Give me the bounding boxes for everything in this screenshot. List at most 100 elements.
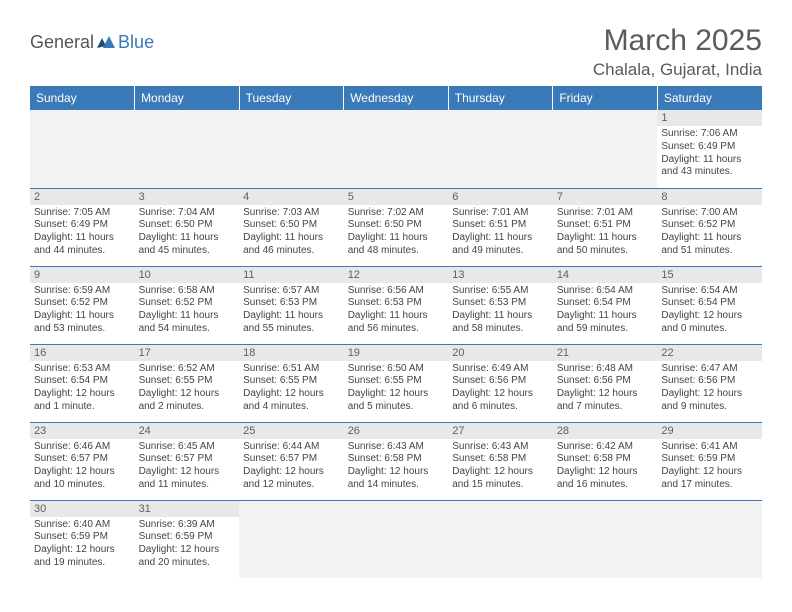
daylight-text: Daylight: 11 hours [661,154,758,167]
sunrise-text: Sunrise: 7:05 AM [34,207,131,220]
sunset-text: Sunset: 6:55 PM [243,375,340,388]
daylight-text: and 17 minutes. [661,479,758,492]
day-number: 9 [30,267,135,283]
sunset-text: Sunset: 6:52 PM [139,297,236,310]
calendar-cell-empty [30,110,135,188]
calendar-cell: 4Sunrise: 7:03 AMSunset: 6:50 PMDaylight… [239,188,344,266]
daylight-text: Daylight: 11 hours [243,232,340,245]
calendar-cell-empty [135,110,240,188]
sunset-text: Sunset: 6:50 PM [139,219,236,232]
daylight-text: Daylight: 12 hours [34,466,131,479]
daylight-text: and 7 minutes. [557,401,654,414]
daylight-text: and 51 minutes. [661,245,758,258]
calendar-cell-empty [553,110,658,188]
daylight-text: Daylight: 12 hours [348,388,445,401]
daylight-text: and 59 minutes. [557,323,654,336]
sunset-text: Sunset: 6:53 PM [348,297,445,310]
sunset-text: Sunset: 6:55 PM [139,375,236,388]
daylight-text: and 9 minutes. [661,401,758,414]
sunrise-text: Sunrise: 6:58 AM [139,285,236,298]
calendar-cell: 18Sunrise: 6:51 AMSunset: 6:55 PMDayligh… [239,344,344,422]
sunset-text: Sunset: 6:59 PM [661,453,758,466]
calendar-cell: 7Sunrise: 7:01 AMSunset: 6:51 PMDaylight… [553,188,658,266]
sunrise-text: Sunrise: 7:06 AM [661,128,758,141]
sunrise-text: Sunrise: 6:54 AM [661,285,758,298]
sunset-text: Sunset: 6:58 PM [557,453,654,466]
daylight-text: Daylight: 11 hours [243,310,340,323]
sunrise-text: Sunrise: 7:01 AM [557,207,654,220]
sunset-text: Sunset: 6:54 PM [34,375,131,388]
calendar-cell-empty [448,110,553,188]
calendar-cell: 10Sunrise: 6:58 AMSunset: 6:52 PMDayligh… [135,266,240,344]
sunrise-text: Sunrise: 6:55 AM [452,285,549,298]
brand-logo: General Blue [30,32,154,53]
page-header: General Blue March 2025 Chalala, Gujarat… [30,24,762,80]
location-subtitle: Chalala, Gujarat, India [593,60,762,80]
calendar-cell: 30Sunrise: 6:40 AMSunset: 6:59 PMDayligh… [30,500,135,578]
day-number: 28 [553,423,658,439]
daylight-text: Daylight: 11 hours [348,310,445,323]
sunset-text: Sunset: 6:52 PM [34,297,131,310]
day-number: 2 [30,189,135,205]
daylight-text: Daylight: 12 hours [557,466,654,479]
daylight-text: and 2 minutes. [139,401,236,414]
sunrise-text: Sunrise: 6:45 AM [139,441,236,454]
daylight-text: and 14 minutes. [348,479,445,492]
daylight-text: Daylight: 12 hours [452,466,549,479]
day-number: 11 [239,267,344,283]
calendar-row: 23Sunrise: 6:46 AMSunset: 6:57 PMDayligh… [30,422,762,500]
sunrise-text: Sunrise: 7:01 AM [452,207,549,220]
calendar-cell-empty [553,500,658,578]
calendar-cell: 27 Sunrise: 6:43 AMSunset: 6:58 PMDayligh… [448,422,553,500]
day-number: 14 [553,267,658,283]
sunset-text: Sunset: 6:57 PM [243,453,340,466]
sunset-text: Sunset: 6:56 PM [661,375,758,388]
sunrise-text: Sunrise: 6:43 AM [348,441,445,454]
calendar-cell: 8Sunrise: 7:00 AMSunset: 6:52 PMDaylight… [657,188,762,266]
day-number: 27 [448,423,553,439]
sunrise-text: Sunrise: 6:43 AM [452,441,549,454]
sunset-text: Sunset: 6:58 PM [452,453,549,466]
day-number: 10 [135,267,240,283]
daylight-text: and 19 minutes. [34,557,131,570]
day-number: 20 [448,345,553,361]
daylight-text: Daylight: 12 hours [348,466,445,479]
sunset-text: Sunset: 6:59 PM [139,531,236,544]
sunset-text: Sunset: 6:52 PM [661,219,758,232]
calendar-cell: 23Sunrise: 6:46 AMSunset: 6:57 PMDayligh… [30,422,135,500]
sunrise-text: Sunrise: 6:49 AM [452,363,549,376]
calendar-cell: 22Sunrise: 6:47 AMSunset: 6:56 PMDayligh… [657,344,762,422]
calendar-cell: 15Sunrise: 6:54 AMSunset: 6:54 PMDayligh… [657,266,762,344]
sunrise-text: Sunrise: 6:59 AM [34,285,131,298]
daylight-text: and 0 minutes. [661,323,758,336]
daylight-text: Daylight: 11 hours [452,310,549,323]
calendar-cell: 13Sunrise: 6:55 AMSunset: 6:53 PMDayligh… [448,266,553,344]
day-header-tue: Tuesday [239,86,344,110]
sunrise-text: Sunrise: 6:53 AM [34,363,131,376]
day-header-sat: Saturday [657,86,762,110]
calendar-cell: 28Sunrise: 6:42 AMSunset: 6:58 PMDayligh… [553,422,658,500]
daylight-text: Daylight: 12 hours [34,544,131,557]
daylight-text: Daylight: 12 hours [139,388,236,401]
calendar-cell: 5Sunrise: 7:02 AMSunset: 6:50 PMDaylight… [344,188,449,266]
calendar-cell: 9Sunrise: 6:59 AMSunset: 6:52 PMDaylight… [30,266,135,344]
sunset-text: Sunset: 6:56 PM [557,375,654,388]
sunset-text: Sunset: 6:49 PM [34,219,131,232]
daylight-text: and 54 minutes. [139,323,236,336]
daylight-text: and 53 minutes. [34,323,131,336]
day-number: 16 [30,345,135,361]
day-number: 21 [553,345,658,361]
day-number: 3 [135,189,240,205]
daylight-text: and 58 minutes. [452,323,549,336]
daylight-text: and 46 minutes. [243,245,340,258]
calendar-row: 2 Sunrise: 7:05 AMSunset: 6:49 PM Daylight… [30,188,762,266]
sunset-text: Sunset: 6:57 PM [139,453,236,466]
sunset-text: Sunset: 6:57 PM [34,453,131,466]
calendar-row: 16 Sunrise: 6:53 AMSunset: 6:54 PM Dayligh… [30,344,762,422]
day-number: 4 [239,189,344,205]
calendar-cell-empty [239,110,344,188]
sunset-text: Sunset: 6:49 PM [661,141,758,154]
calendar-cell: 3Sunrise: 7:04 AMSunset: 6:50 PMDaylight… [135,188,240,266]
calendar-cell: 12Sunrise: 6:56 AMSunset: 6:53 PMDayligh… [344,266,449,344]
daylight-text: and 16 minutes. [557,479,654,492]
